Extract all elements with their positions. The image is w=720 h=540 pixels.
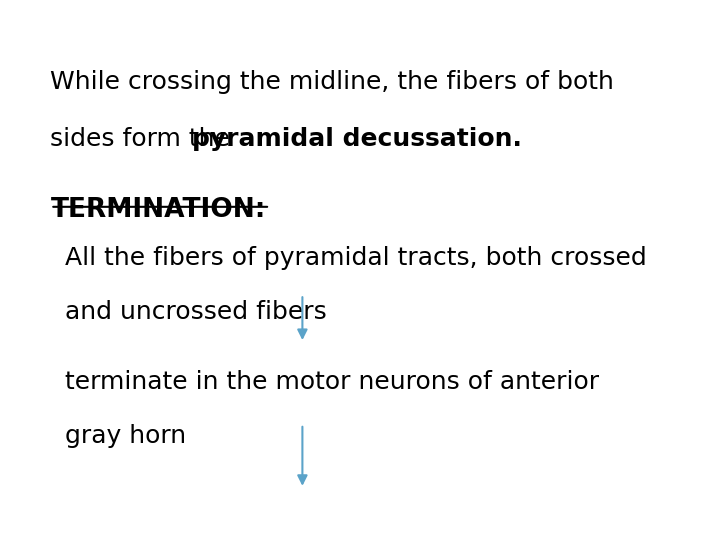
Text: sides form the: sides form the — [50, 127, 238, 151]
Text: and uncrossed fibers: and uncrossed fibers — [65, 300, 327, 323]
Text: TERMINATION:: TERMINATION: — [50, 197, 266, 223]
Text: While crossing the midline, the fibers of both: While crossing the midline, the fibers o… — [50, 70, 614, 94]
Text: terminate in the motor neurons of anterior: terminate in the motor neurons of anteri… — [65, 370, 599, 394]
Text: pyramidal decussation.: pyramidal decussation. — [192, 127, 521, 151]
Text: gray horn: gray horn — [65, 424, 186, 448]
Text: All the fibers of pyramidal tracts, both crossed: All the fibers of pyramidal tracts, both… — [65, 246, 647, 269]
